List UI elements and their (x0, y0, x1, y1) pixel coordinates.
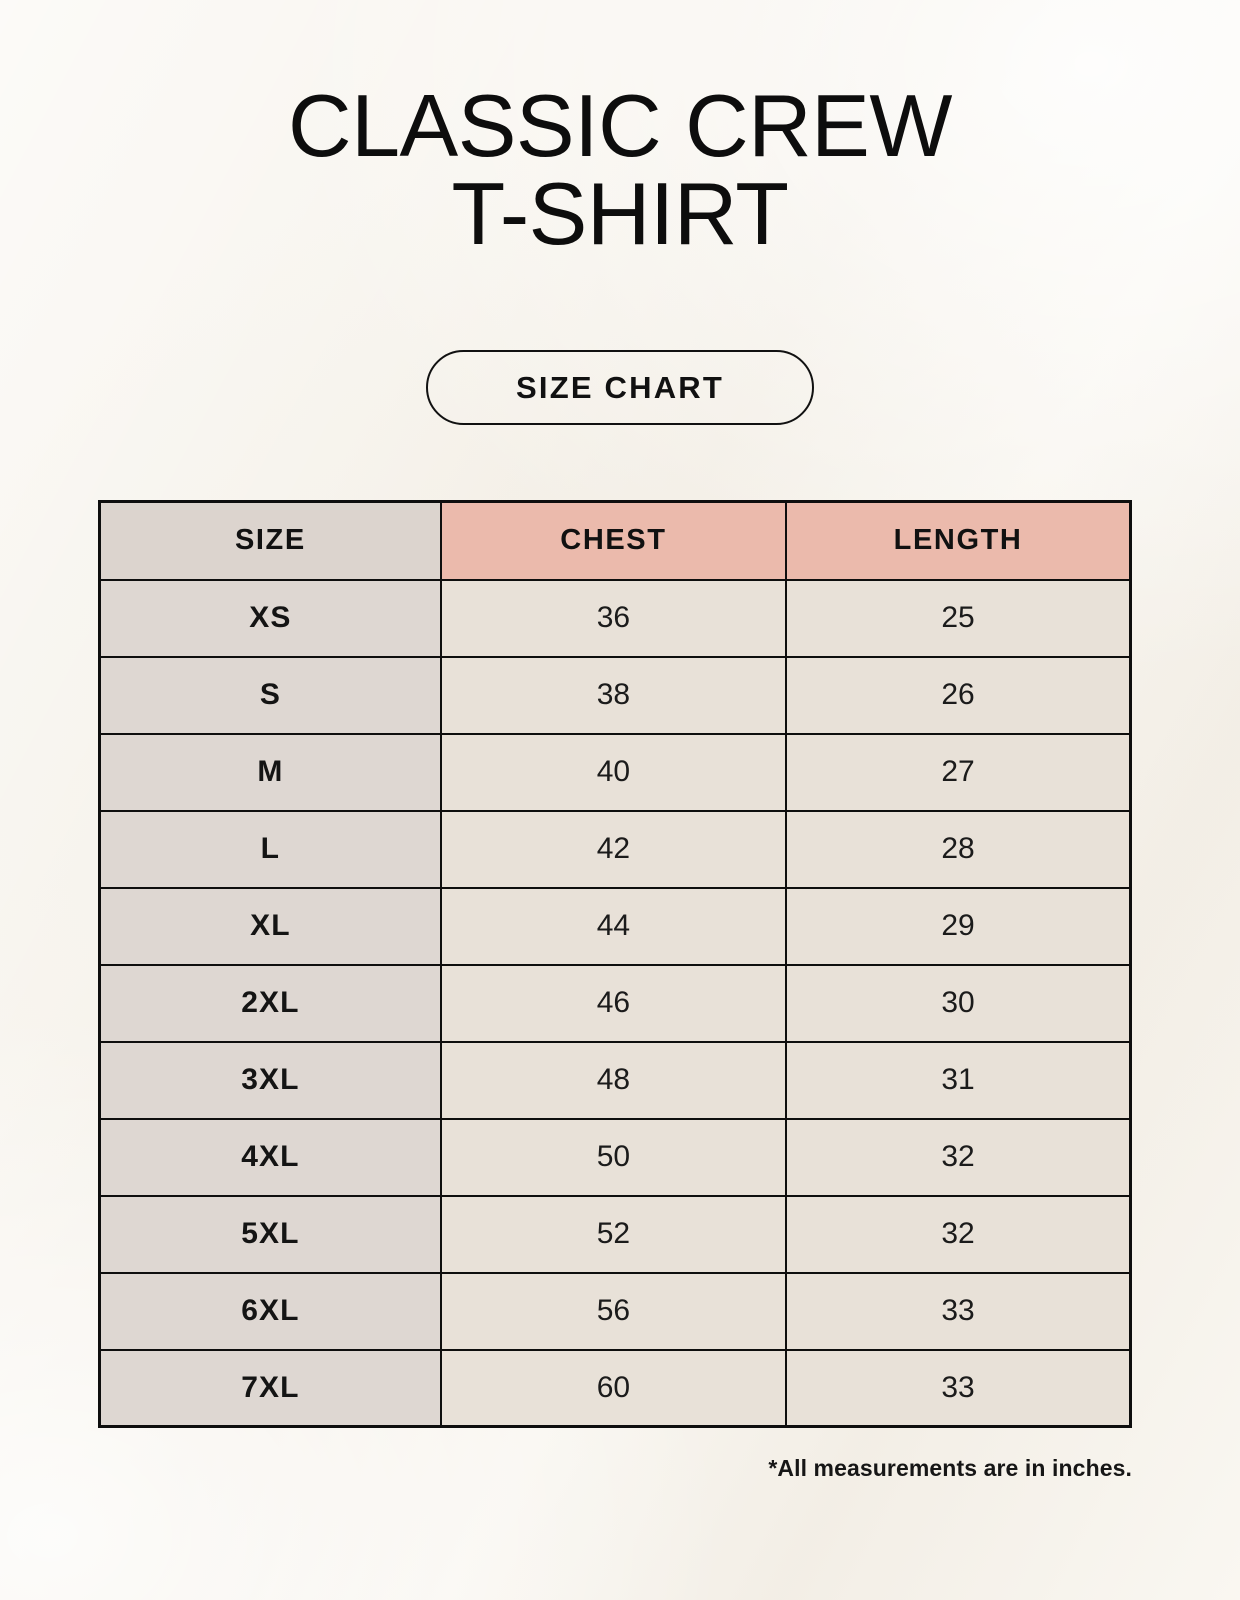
table-body: XS 36 25 S 38 26 M 40 27 L 42 28 (98, 578, 1132, 1428)
cell-size: M (98, 732, 442, 812)
table-row: 2XL 46 30 (98, 963, 1132, 1043)
cell-chest: 60 (439, 1348, 788, 1428)
cell-length: 26 (785, 655, 1132, 735)
cell-chest: 40 (439, 732, 788, 812)
cell-size: 6XL (98, 1271, 442, 1351)
cell-length: 32 (785, 1194, 1132, 1274)
cell-chest: 50 (439, 1117, 788, 1197)
cell-length: 32 (785, 1117, 1132, 1197)
cell-size: 4XL (98, 1117, 442, 1197)
cell-chest: 44 (439, 886, 788, 966)
cell-length: 33 (785, 1348, 1132, 1428)
table-row: 4XL 50 32 (98, 1117, 1132, 1197)
table-row: 7XL 60 33 (98, 1348, 1132, 1428)
table-row: 3XL 48 31 (98, 1040, 1132, 1120)
cell-length: 33 (785, 1271, 1132, 1351)
cell-length: 27 (785, 732, 1132, 812)
cell-length: 30 (785, 963, 1132, 1043)
badge-container: SIZE CHART (0, 350, 1240, 425)
cell-size: 3XL (98, 1040, 442, 1120)
table-row: L 42 28 (98, 809, 1132, 889)
table-row: XL 44 29 (98, 886, 1132, 966)
cell-size: XS (98, 578, 442, 658)
cell-length: 29 (785, 886, 1132, 966)
table-row: XS 36 25 (98, 578, 1132, 658)
cell-length: 31 (785, 1040, 1132, 1120)
size-chart-badge: SIZE CHART (426, 350, 814, 425)
cell-size: XL (98, 886, 442, 966)
table-row: 6XL 56 33 (98, 1271, 1132, 1351)
table-row: 5XL 52 32 (98, 1194, 1132, 1274)
measurement-units-footnote: *All measurements are in inches. (768, 1455, 1132, 1481)
column-header-size: SIZE (98, 500, 442, 581)
column-header-length: LENGTH (785, 500, 1132, 581)
cell-size: 7XL (98, 1348, 442, 1428)
size-table-container: SIZE CHEST LENGTH XS 36 25 S 38 26 M (98, 500, 1132, 1428)
cell-size: S (98, 655, 442, 735)
cell-size: 2XL (98, 963, 442, 1043)
cell-size: 5XL (98, 1194, 442, 1274)
cell-chest: 48 (439, 1040, 788, 1120)
size-table: SIZE CHEST LENGTH XS 36 25 S 38 26 M (98, 500, 1132, 1428)
page-title: CLASSIC CREW T-SHIRT (288, 76, 952, 263)
cell-chest: 56 (439, 1271, 788, 1351)
cell-size: L (98, 809, 442, 889)
cell-length: 25 (785, 578, 1132, 658)
cell-length: 28 (785, 809, 1132, 889)
cell-chest: 46 (439, 963, 788, 1043)
cell-chest: 42 (439, 809, 788, 889)
table-header-row: SIZE CHEST LENGTH (98, 500, 1132, 581)
cell-chest: 36 (439, 578, 788, 658)
table-header: SIZE CHEST LENGTH (98, 500, 1132, 581)
column-header-chest: CHEST (439, 500, 788, 581)
cell-chest: 38 (439, 655, 788, 735)
table-row: S 38 26 (98, 655, 1132, 735)
table-row: M 40 27 (98, 732, 1132, 812)
cell-chest: 52 (439, 1194, 788, 1274)
